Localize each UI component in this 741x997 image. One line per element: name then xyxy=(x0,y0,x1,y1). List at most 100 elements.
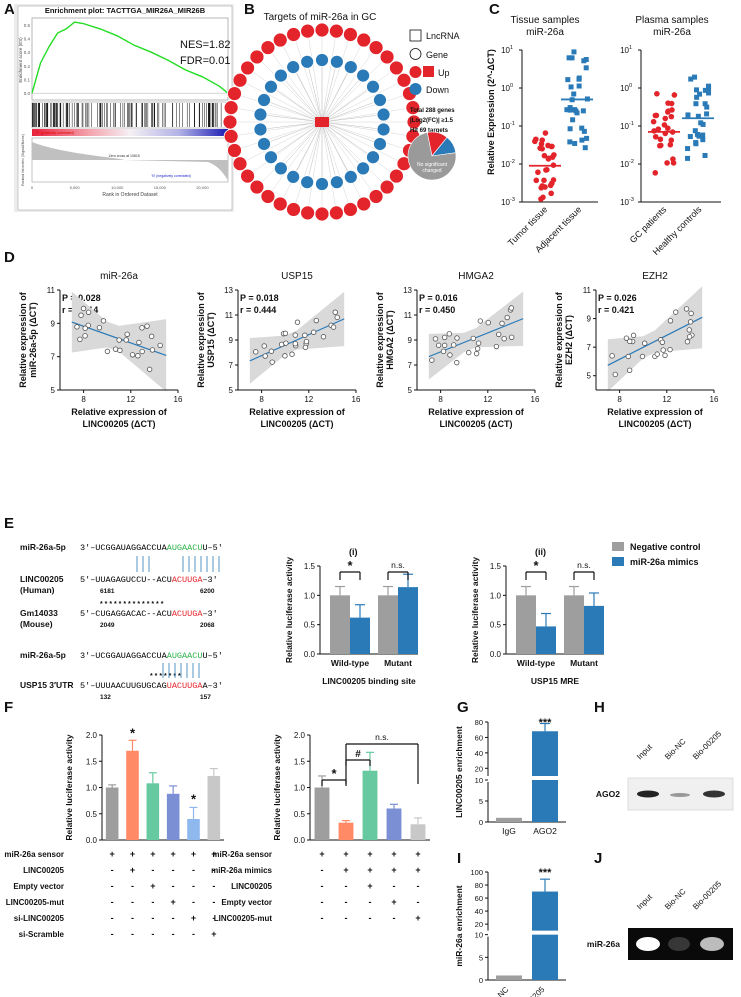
sample-point xyxy=(139,325,145,331)
condition-flag: - xyxy=(131,881,134,891)
condition-flag: + xyxy=(211,849,216,859)
x-tick-label: 20,000 xyxy=(196,185,209,190)
sample-point xyxy=(135,353,141,359)
x-tick-label: 12 xyxy=(662,395,671,404)
confidence-band xyxy=(428,291,524,380)
y-tick-label: 80 xyxy=(475,881,483,890)
sequence-text: 5′–UUUAACUUGUGCAGUACUUGAA–3′ xyxy=(80,681,223,691)
edge xyxy=(321,56,388,123)
y-tick-label: 1.5 xyxy=(86,757,98,766)
edge xyxy=(321,121,351,210)
y-tick-exponent: 0 xyxy=(629,83,632,89)
sample-point xyxy=(148,333,155,340)
edge xyxy=(280,121,323,205)
gc-patient-point xyxy=(670,156,676,162)
up-gene-node xyxy=(356,32,372,48)
condition-flag: - xyxy=(151,913,154,923)
panel-letter-J: J xyxy=(594,850,602,867)
sample-point xyxy=(667,346,673,353)
up-gene-node xyxy=(240,168,255,184)
y-tick-label: 11 xyxy=(225,311,234,320)
x-tick-label: 12 xyxy=(304,395,313,404)
adjacent-point xyxy=(569,55,575,61)
sample-point xyxy=(499,320,505,327)
up-gene-node xyxy=(389,60,404,76)
down-gene-node xyxy=(315,53,329,67)
tumor-point xyxy=(550,177,557,183)
seq-prefix: 5′–UUUAACUUGUGCAG xyxy=(80,681,167,691)
y-tick-label: 11 xyxy=(47,286,56,295)
sample-point xyxy=(139,348,145,355)
adjacent-point xyxy=(581,128,587,134)
tumor-point xyxy=(540,194,546,201)
up-gene-node xyxy=(300,205,316,221)
y-tick-exponent: -3 xyxy=(510,197,515,203)
sample-point xyxy=(129,352,136,358)
sequence-name: USP15 3′UTR xyxy=(20,680,74,690)
edge xyxy=(321,121,381,145)
sig-star: * xyxy=(331,766,337,781)
condition-flag: - xyxy=(369,913,372,923)
y-tick-label: 1.5 xyxy=(294,757,306,766)
down-gene-node xyxy=(329,54,344,69)
x-tick-label: 16 xyxy=(710,395,719,404)
up-gene-node xyxy=(328,205,344,221)
edge xyxy=(321,114,384,123)
sample-point xyxy=(82,325,88,331)
condition-row-label: miR-26a sensor xyxy=(4,850,64,859)
condition-flag: + xyxy=(110,849,115,859)
edge xyxy=(321,121,405,164)
pie-slice xyxy=(407,132,457,181)
gc-patient-point xyxy=(652,170,659,176)
sample-point xyxy=(662,352,668,359)
condition-flag: + xyxy=(343,865,348,875)
x-axis-label: USP15 MRE xyxy=(531,676,580,686)
y-tick-label: 7 xyxy=(229,361,234,370)
edge xyxy=(280,121,323,169)
condition-flag: - xyxy=(151,865,154,875)
expression-axis-label: Relative Expression (2^-ΔCT) xyxy=(486,49,496,175)
sequence-name: Gm14033 xyxy=(20,608,58,618)
adjacent-point xyxy=(567,105,573,111)
adjacent-point xyxy=(570,117,576,123)
sample-point xyxy=(334,314,340,321)
p-value: P = 0.016 xyxy=(419,293,458,303)
healthy-point xyxy=(685,112,691,118)
legend-control-swatch xyxy=(612,542,624,551)
rna-band xyxy=(668,937,690,951)
condition-flag: - xyxy=(393,913,396,923)
pie-label-nochange: No significant xyxy=(417,162,448,168)
x-tick-label: 16 xyxy=(174,395,183,404)
y-axis-label: miR-26a-5p (ΔCT) xyxy=(28,302,38,377)
adjacent-point xyxy=(566,55,572,61)
sample-point xyxy=(282,353,288,359)
edge xyxy=(321,121,374,158)
panel-d-4: EZH2 P = 0.026 r = 0.421 11 9 7 5 8 12 16 Relative… xyxy=(554,271,719,429)
gc-patient-point xyxy=(653,112,660,119)
sample-point xyxy=(144,323,150,329)
seq-seed: ACUUGA xyxy=(172,609,204,619)
sig-stars: *** xyxy=(539,867,553,879)
gc-patient-point xyxy=(652,133,659,140)
tumor-point xyxy=(545,155,552,162)
position-end: 2068 xyxy=(200,622,215,629)
x-axis-label: Rank in Ordered Dataset xyxy=(102,192,158,198)
y-tick-label: 7 xyxy=(408,361,413,370)
enrichment-chart: 80 60 40 20 10 5 0 LINC00205 enrichment *** IgG AG… xyxy=(454,717,566,836)
sequence-text: 3′–UCGGAUAGGACCUAAUGAACUU–5′ xyxy=(80,651,223,661)
up-gene-node xyxy=(405,100,421,116)
condition-flag: - xyxy=(131,913,134,923)
y-tick-label: 5 xyxy=(408,386,413,395)
y-tick-label: 0.0 xyxy=(304,650,316,659)
edge xyxy=(321,39,364,123)
condition-flag: - xyxy=(172,881,175,891)
edge xyxy=(321,121,413,137)
sample-point xyxy=(641,340,648,346)
position-start: 2049 xyxy=(100,622,115,629)
sequence-text: 3′–UCGGAUAGGACCUAAUGAACUU–5′ xyxy=(80,543,223,553)
condition-flag: + xyxy=(367,881,372,891)
sample-point xyxy=(78,312,84,318)
es-tick-label: 0.0 xyxy=(24,91,31,96)
x-axis-label: Relative expression of xyxy=(71,407,168,417)
y-tick-label: 10 xyxy=(620,198,629,207)
